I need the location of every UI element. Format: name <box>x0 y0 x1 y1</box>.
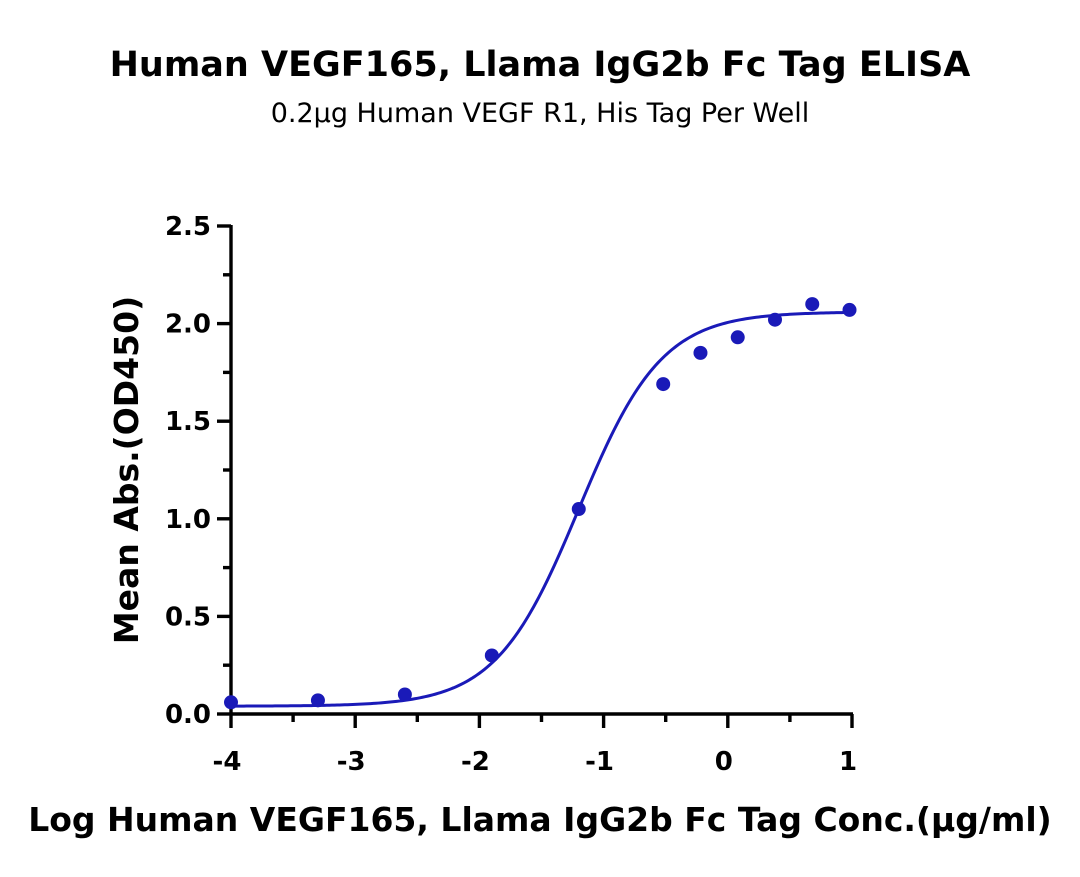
data-point <box>656 377 671 392</box>
fit-curve <box>231 310 853 708</box>
data-point <box>767 312 782 327</box>
chart-title: Human VEGF165, Llama IgG2b Fc Tag ELISA <box>110 45 971 85</box>
y-tick-label: 2.0 <box>165 310 211 340</box>
data-point <box>310 693 325 708</box>
x-tick-label: -1 <box>585 747 614 777</box>
x-tick-label: -3 <box>337 747 366 777</box>
y-tick-label: 2.5 <box>165 212 211 242</box>
y-tick-label: 0.0 <box>165 700 211 730</box>
data-point <box>397 687 412 702</box>
y-axis-label: Mean Abs.(OD450) <box>107 296 146 644</box>
data-point <box>805 297 820 312</box>
data-point <box>571 502 586 517</box>
data-point <box>842 302 857 317</box>
x-tick-label: 1 <box>839 747 857 777</box>
data-point <box>224 695 238 710</box>
data-point <box>693 345 708 360</box>
fit-curve-layer <box>231 310 853 708</box>
x-axis-label: Log Human VEGF165, Llama IgG2b Fc Tag Co… <box>28 800 1052 839</box>
data-points <box>224 297 857 710</box>
axes: 0.0 0.5 1.0 1.5 2.0 2.5 -4 -3 -2 -1 0 1 <box>165 212 857 777</box>
x-tick-label: -2 <box>461 747 490 777</box>
chart-subtitle: 0.2μg Human VEGF R1, His Tag Per Well <box>271 98 810 129</box>
x-tick-label: -4 <box>213 747 242 777</box>
data-point <box>484 648 499 663</box>
data-point <box>730 330 745 345</box>
y-tick-label: 0.5 <box>165 602 211 632</box>
y-tick-label: 1.5 <box>165 407 211 437</box>
x-tick-label: 0 <box>715 747 733 777</box>
y-tick-label: 1.0 <box>165 505 211 535</box>
